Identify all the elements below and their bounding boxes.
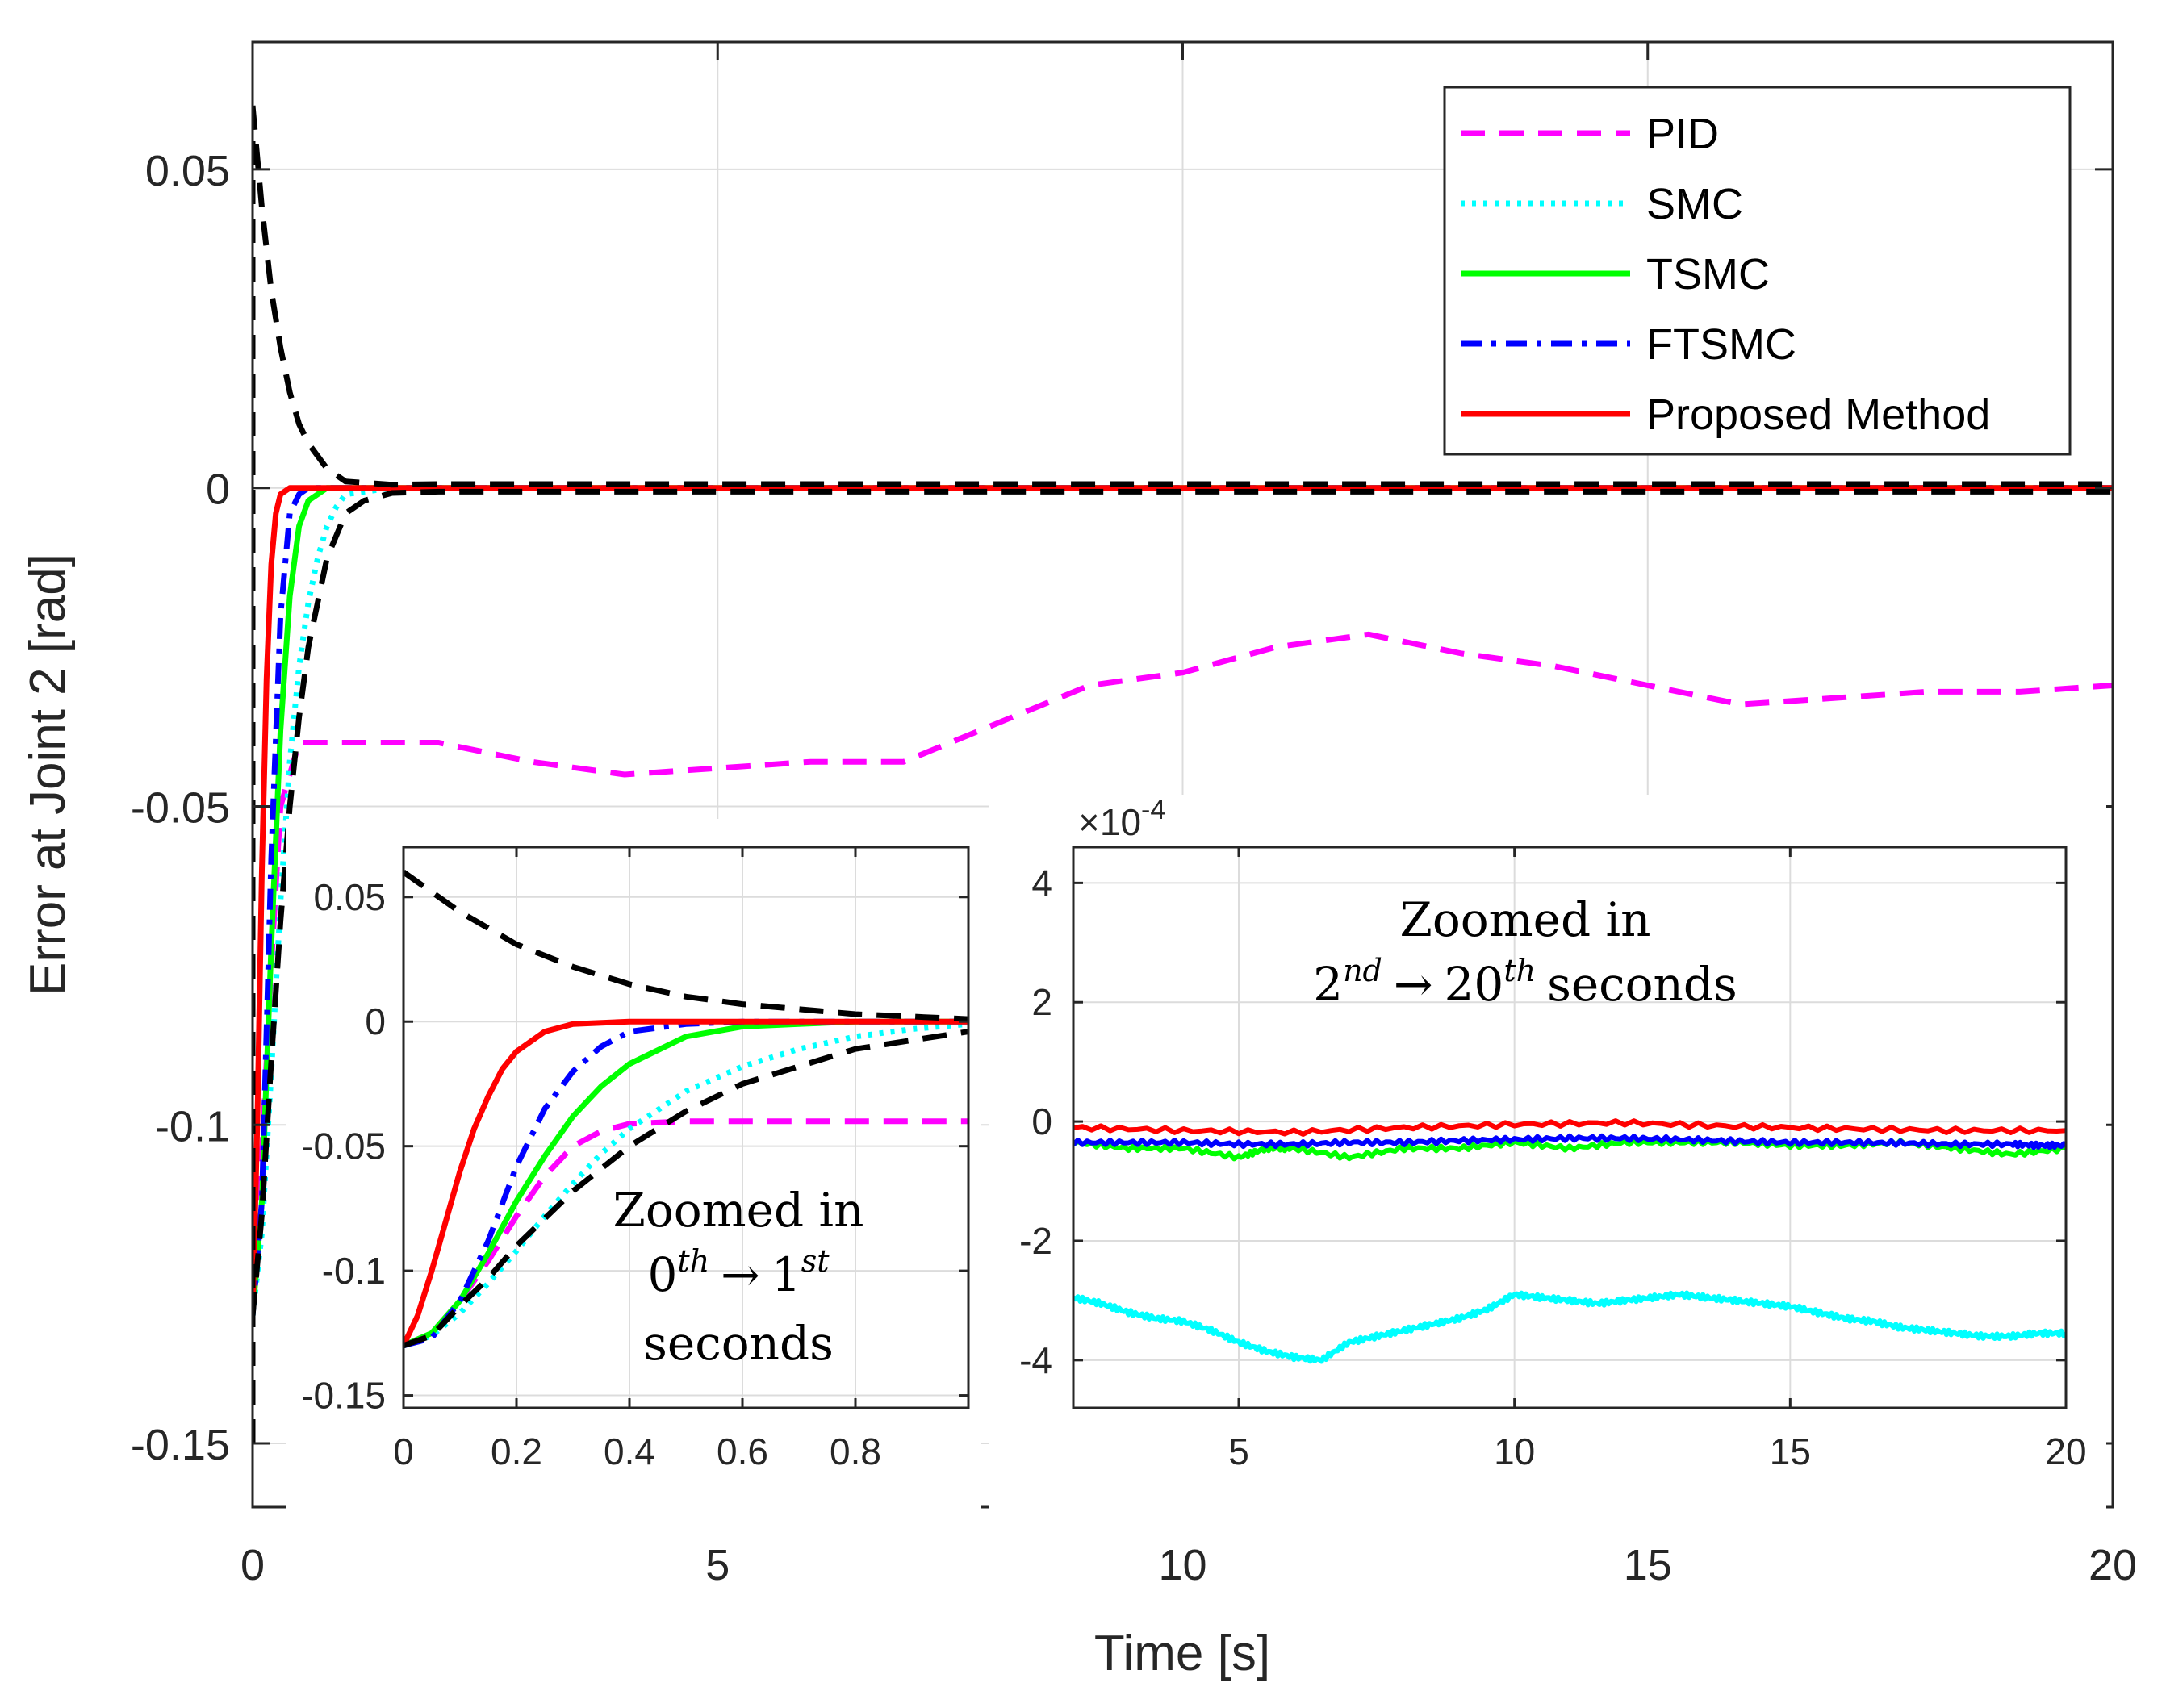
legend-label-pid: PID: [1646, 110, 1719, 158]
x-tick-label: 5: [1228, 1430, 1249, 1472]
inset-right-series-group: [1073, 1118, 2066, 1364]
x-axis-label: Time [s]: [1094, 1626, 1270, 1681]
y-tick-label: -0.15: [131, 1421, 230, 1469]
y-tick-label: 0.05: [313, 876, 386, 918]
inset-right-x-tick-labels: 5 10 15 20: [1228, 1430, 2086, 1472]
x-tick-label: 20: [2045, 1430, 2086, 1472]
y-tick-label: 2: [1031, 981, 1052, 1023]
y-tick-label: -0.1: [322, 1250, 386, 1292]
series-line-pid: [253, 631, 2113, 1317]
inset-left-annotation: Zoomed in 0th → 1st seconds: [613, 1183, 864, 1371]
x-tick-label: 20: [2089, 1541, 2137, 1589]
series-line-reference: [404, 870, 968, 1022]
y-axis-label: Error at Joint 2 [rad]: [20, 553, 76, 996]
inset-right-from: 2: [1313, 957, 1343, 1012]
inset-right-exponent: ×10-4: [1078, 795, 1165, 843]
inset-left-frame: [402, 846, 970, 1409]
inset-left-series-group: [404, 870, 968, 1349]
inset-right-frame: [1072, 846, 2068, 1409]
inset-left-arrow: →: [721, 1247, 760, 1302]
y-tick-label: 0: [1031, 1100, 1052, 1142]
inset-left-annotation-line3: seconds: [643, 1316, 834, 1371]
main-x-tick-labels: 0 5 10 15 20: [240, 1541, 2137, 1589]
y-tick-label: 4: [1031, 862, 1052, 904]
series-line-proposed-method: [404, 1018, 968, 1347]
inset-right-from-sup: nd: [1343, 953, 1382, 988]
x-tick-label: 10: [1158, 1541, 1206, 1589]
inset-left-x-tick-labels: 0 0.2 0.4 0.6 0.8: [393, 1430, 881, 1472]
series-line-pid: [404, 1118, 968, 1349]
x-tick-label: 0.6: [717, 1430, 768, 1472]
y-tick-label: -0.05: [301, 1125, 386, 1167]
y-tick-label: 0.05: [145, 147, 230, 195]
series-line-ftsmc: [1073, 1133, 2066, 1150]
inset-right-ticks: [1073, 847, 2068, 1408]
inset-left-plot: 0 0.2 0.4 0.6 0.8 0.05 0 -0.05 -0.1 -0.15 Zoomed…: [286, 819, 981, 1509]
legend-items: PID SMC TSMC FTSMC Proposed Method: [1461, 110, 1990, 439]
inset-right-annotation: Zoomed in 2nd → 20th seconds: [1313, 892, 1737, 1012]
inset-left-to-sup: st: [801, 1243, 830, 1279]
inset-left-annotation-line1: Zoomed in: [613, 1183, 864, 1238]
inset-left-annotation-line2: 0th → 1st: [648, 1243, 830, 1302]
inset-left-to: 1: [771, 1247, 801, 1302]
inset-right-plot: 5 10 15 20 420-2-4 ×10-4 Zoomed in 2nd → 20th…: [989, 795, 2106, 1509]
y-tick-label: -0.1: [155, 1102, 230, 1150]
legend-label-proposed-method: Proposed Method: [1646, 390, 1990, 439]
inset-left-from: 0: [648, 1247, 678, 1302]
inset-left-y-tick-labels: 0.05 0 -0.05 -0.1 -0.15: [301, 876, 386, 1417]
x-tick-label: 5: [705, 1541, 730, 1589]
inset-right-annotation-line1: Zoomed in: [1400, 892, 1651, 947]
inset-left-background: [286, 819, 981, 1509]
inset-right-arrow: →: [1394, 957, 1433, 1012]
inset-right-annotation-line2: 2nd → 20th seconds: [1313, 953, 1737, 1012]
y-tick-label: -0.15: [301, 1375, 386, 1417]
y-tick-label: -4: [1019, 1339, 1052, 1381]
series-line-proposed-method: [1073, 1118, 2066, 1137]
series-line-reference: [404, 1029, 968, 1349]
series-line-proposed-method: [253, 485, 2113, 1317]
x-tick-label: 0.4: [604, 1430, 655, 1472]
series-line-reference: [253, 105, 2113, 488]
series-line-smc: [1073, 1290, 2066, 1364]
legend-label-smc: SMC: [1646, 180, 1743, 228]
y-tick-label: 0: [365, 1000, 386, 1042]
x-tick-label: 10: [1494, 1430, 1535, 1472]
x-tick-label: 0.8: [830, 1430, 881, 1472]
x-tick-label: 0: [393, 1430, 414, 1472]
x-tick-label: 0: [240, 1541, 265, 1589]
legend: PID SMC TSMC FTSMC Proposed Method: [1443, 86, 2072, 456]
legend-label-tsmc: TSMC: [1646, 250, 1770, 299]
series-line-reference: [253, 488, 2113, 1317]
inset-right-background: [989, 795, 2106, 1509]
y-tick-label: -2: [1019, 1220, 1052, 1262]
inset-right-exponent-base: ×10: [1078, 801, 1141, 843]
inset-right-exponent-power: -4: [1141, 795, 1165, 825]
x-tick-label: 0.2: [491, 1430, 542, 1472]
main-series-group: [253, 105, 2113, 1443]
inset-left-ticks: [402, 847, 968, 1408]
x-tick-label: 15: [1624, 1541, 1672, 1589]
inset-right-to: 20: [1445, 957, 1504, 1012]
series-line-smc: [404, 1021, 968, 1349]
main-y-tick-labels: 0.05 0 -0.05 -0.1 -0.15: [131, 147, 230, 1469]
legend-label-ftsmc: FTSMC: [1646, 320, 1796, 369]
x-tick-label: 15: [1770, 1430, 1811, 1472]
series-line-tsmc: [404, 1018, 968, 1349]
inset-right-to-sup: th: [1503, 953, 1536, 988]
y-tick-label: 0: [206, 466, 230, 514]
inset-right-seconds: seconds: [1547, 957, 1737, 1012]
inset-right-y-tick-labels: 4 2 0 -2 -4: [1019, 862, 1052, 1380]
y-tick-label: -0.05: [131, 783, 230, 832]
inset-left-from-sup: th: [677, 1243, 709, 1279]
